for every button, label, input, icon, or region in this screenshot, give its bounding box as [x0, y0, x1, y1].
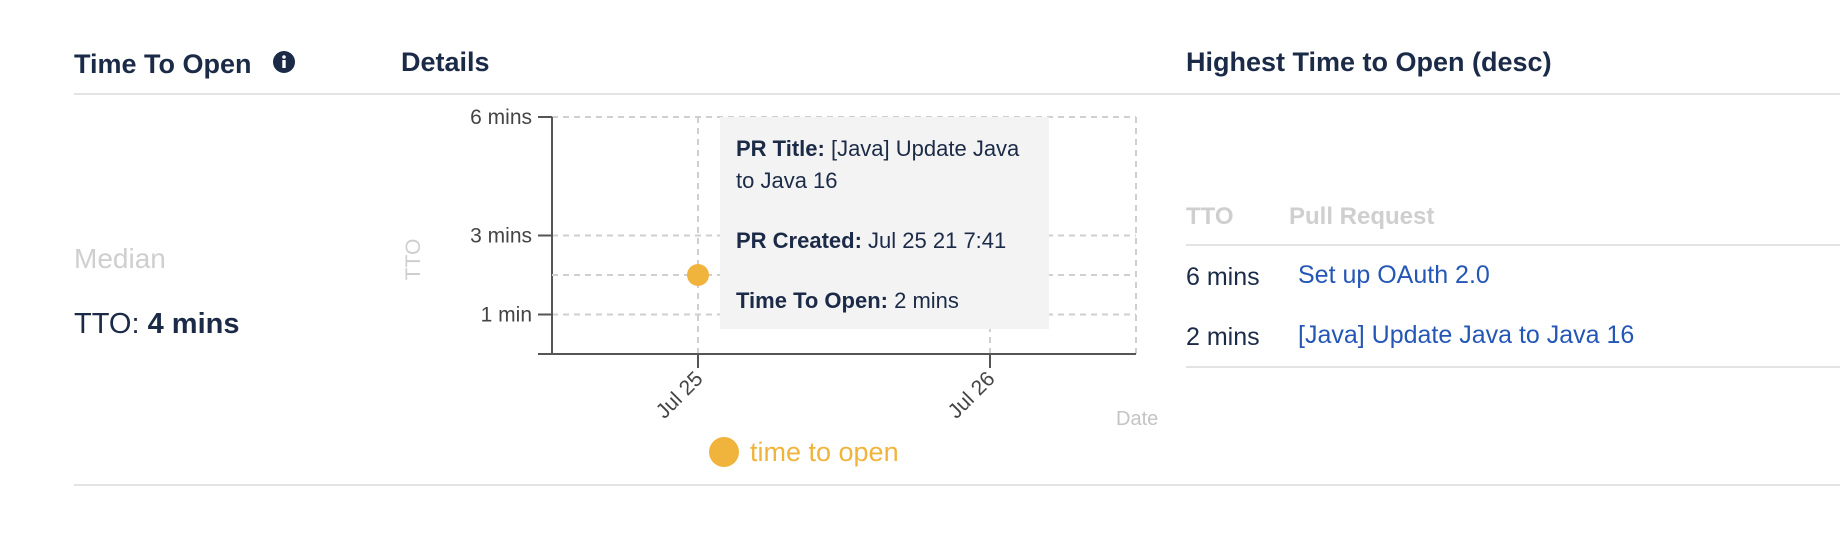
x-tick-label: Jul 26 — [944, 367, 1000, 423]
stat-number: 4 mins — [147, 308, 240, 340]
legend-label: time to open — [750, 437, 899, 467]
divider — [74, 484, 1840, 486]
section-title: Time To Open — [74, 49, 252, 79]
pr-link[interactable]: Set up OAuth 2.0 — [1298, 261, 1490, 289]
x-axis-label: Date — [1116, 408, 1158, 430]
info-icon[interactable] — [272, 50, 296, 74]
tooltip-label: Time To Open: — [736, 288, 888, 313]
tooltip-value: Jul 25 21 7:41 — [868, 228, 1007, 253]
divider — [1186, 244, 1840, 246]
table-header: Pull Request — [1289, 203, 1435, 230]
x-tick-label: Jul 25 — [652, 367, 708, 423]
table-cell: 2 mins — [1186, 323, 1260, 351]
pr-link[interactable]: [Java] Update Java to Java 16 — [1298, 321, 1635, 349]
stat-label: Median — [74, 243, 166, 274]
y-tick-label: 3 mins — [470, 225, 532, 248]
point — [687, 264, 709, 286]
tooltip-value: [Java] Update Java to Java 16 — [736, 136, 1020, 193]
divider — [74, 93, 1840, 95]
y-axis-label: TTO — [402, 239, 425, 281]
section-title: Highest Time to Open (desc) — [1186, 47, 1552, 77]
legend-swatch — [709, 437, 739, 467]
table-header: TTO — [1186, 203, 1234, 230]
tooltip-label: PR Created: — [736, 228, 862, 253]
stat-value: TTO: 4 mins — [74, 308, 239, 341]
y-tick-label: 6 mins — [470, 106, 532, 129]
tooltip-label: PR Title: — [736, 136, 825, 161]
tooltip: PR Title: [Java] Update Java to Java 16 … — [720, 117, 1049, 329]
stat-prefix: TTO: — [74, 308, 140, 340]
table-cell: 6 mins — [1186, 263, 1260, 291]
y-tick-label: 1 min — [481, 304, 532, 327]
section-title: Details — [401, 47, 490, 77]
tooltip-value: 2 mins — [894, 288, 959, 313]
divider — [1186, 366, 1840, 368]
